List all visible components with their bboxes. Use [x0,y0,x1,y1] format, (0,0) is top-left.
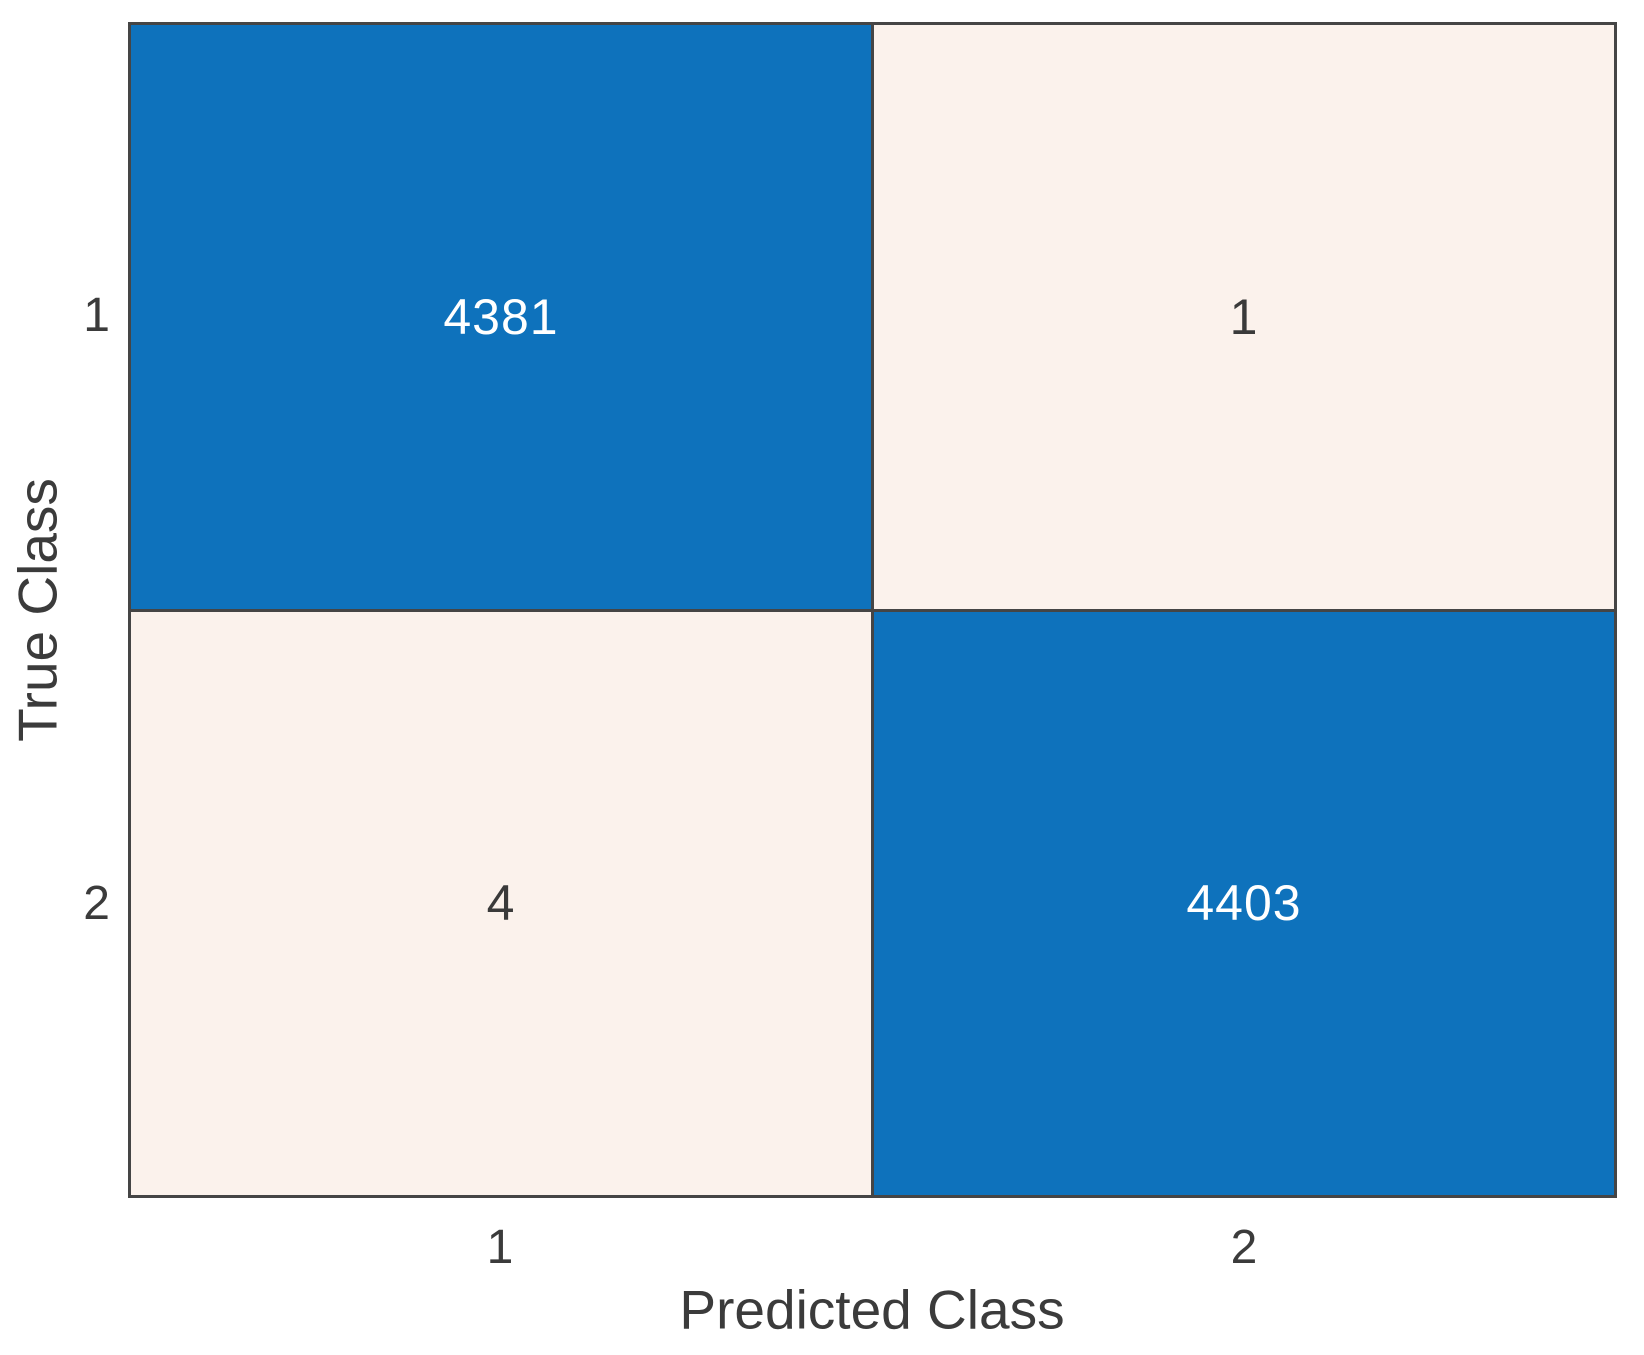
cell-value-true1-pred1: 4381 [443,288,559,345]
matrix-cell-true1-pred2: 1 [874,25,1614,609]
x-axis-label: Predicted Class [679,1278,1065,1341]
y-tick-label-2: 2 [83,877,110,930]
matrix-cell-true2-pred2: 4403 [874,611,1614,1195]
y-axis-label: True Class [6,478,69,742]
cell-value-true1-pred2: 1 [1229,288,1259,345]
matrix-cell-true2-pred1: 4 [131,611,871,1195]
x-tick-label-1: 1 [486,1221,514,1274]
y-tick-label-1: 1 [83,289,110,342]
matrix-cell-true1-pred1: 4381 [131,25,871,609]
x-tick-label-2: 2 [1230,1221,1258,1274]
cell-value-true2-pred1: 4 [486,875,516,932]
confusion-matrix-grid: 4381 1 4 4403 [128,22,1617,1198]
cell-value-true2-pred2: 4403 [1186,875,1302,932]
